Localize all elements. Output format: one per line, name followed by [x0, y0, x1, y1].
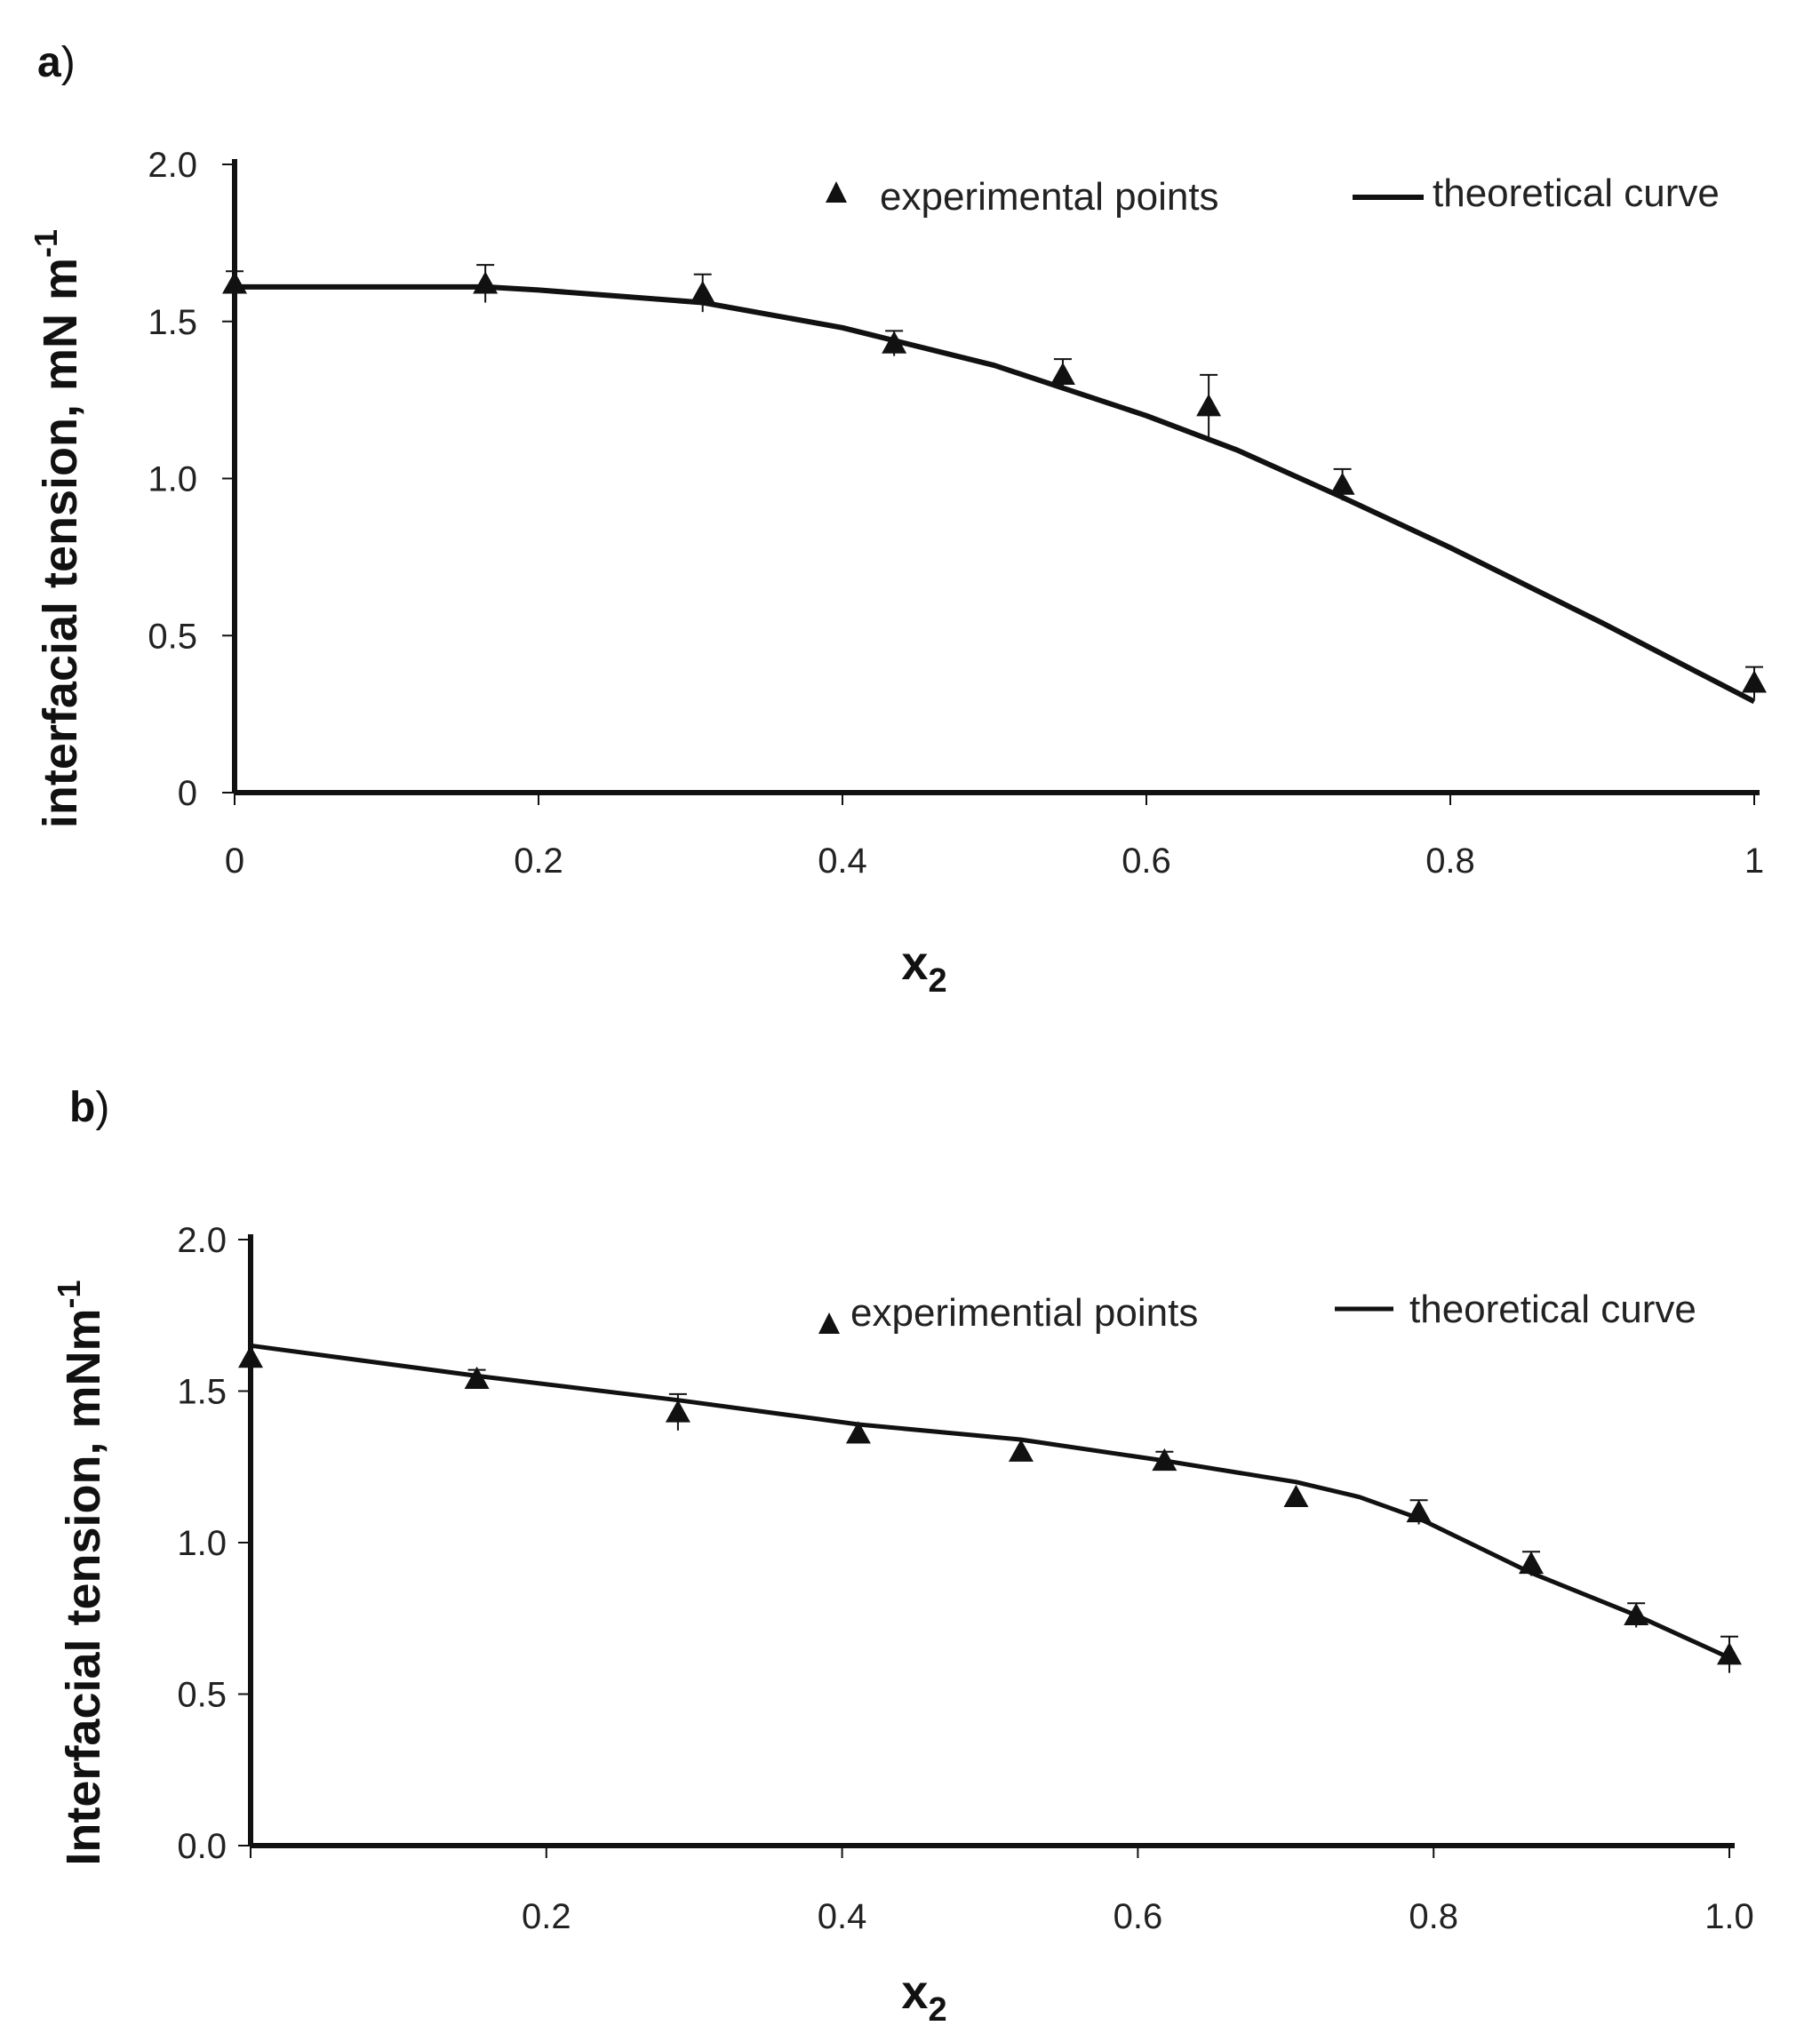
panel-b-triangle-marker: [1152, 1448, 1177, 1472]
panel-a-xlabel-text: x: [901, 937, 928, 990]
panel-a-x-tick-label: 0.2: [514, 842, 563, 881]
panel-a-data-point: [690, 273, 715, 313]
panel-b-axes: [238, 1234, 1735, 1858]
panel-b-x-tick-label: 0.2: [522, 1897, 571, 1936]
panel-b-triangle-marker: [1624, 1602, 1649, 1626]
panel-a-triangle-marker: [222, 271, 247, 294]
panel-b-triangle-marker: [1717, 1642, 1742, 1665]
panel-a-data-point: [882, 330, 907, 356]
panel-b-paren: ): [95, 1084, 109, 1131]
panel-a-axes: [222, 159, 1760, 805]
panel-a-data-point: [1196, 373, 1222, 438]
panel-a-x-tick-label: 0: [225, 842, 244, 881]
panel-b-data-point: [1624, 1602, 1649, 1628]
panel-b-xlabel: x2: [901, 1966, 946, 2026]
panel-a-tick-labels: 0 0.5 1.0 1.5 2.0 0 0.2 0.4 0.6 0.8 1: [148, 146, 1764, 881]
panel-b-y-tick-label: 0.5: [177, 1676, 227, 1715]
panel-a-legend-marker-icon: [826, 181, 847, 203]
panel-b-ylabel-sup: -1: [51, 1280, 87, 1308]
panel-b-triangle-marker: [1283, 1484, 1309, 1508]
panel-a-x-tick-label: 0.4: [818, 842, 867, 881]
panel-a-triangle-marker: [473, 271, 499, 294]
panel-a-triangle-marker: [690, 280, 715, 304]
panel-b-xlabel-text: x: [901, 1966, 928, 2019]
panel-a-data-point: [1329, 467, 1355, 501]
panel-a-data-point: [222, 270, 247, 297]
panel-b-tick-labels: 0.0 0.5 1.0 1.5 2.0 0.2 0.4 0.6 0.8 1.0: [177, 1221, 1753, 1936]
panel-a-points-group: [222, 264, 1767, 698]
panel-b-triangle-marker: [1519, 1551, 1545, 1575]
panel-a: 0 0.5 1.0 1.5 2.0 0 0.2 0.4 0.6 0.8 1 a) interfaci…: [28, 39, 1767, 1000]
panel-a-x-tick-label: 0.8: [1425, 842, 1475, 881]
panel-b-triangle-marker: [1406, 1499, 1432, 1523]
panel-b-theoretical-curve: [250, 1343, 1731, 1660]
panel-a-letter: a: [37, 39, 61, 86]
panel-b-letter: b: [69, 1084, 95, 1131]
panel-b-triangle-marker: [238, 1344, 263, 1368]
panel-b-triangle-marker: [1008, 1439, 1034, 1462]
panel-a-triangle-marker: [882, 331, 907, 354]
panel-b-data-point: [665, 1392, 690, 1431]
panel-b-legend: experimential points theoretical curve: [818, 1288, 1696, 1335]
panel-a-triangle-marker: [1050, 362, 1075, 386]
panel-b-x-tick-label: 0.8: [1409, 1897, 1458, 1936]
panel-a-y-tick-label: 0.5: [148, 617, 197, 656]
panel-b-points-group: [238, 1344, 1742, 1673]
panel-b-xlabel-sub: 2: [928, 1991, 946, 2026]
panel-a-data-point: [473, 264, 499, 303]
panel-b-x-tick-label: 0.4: [818, 1897, 867, 1936]
panel-a-ylabel: interfacial tension, mN m-1: [28, 229, 87, 828]
panel-a-legend-curve-label: theoretical curve: [1433, 171, 1720, 215]
panel-a-y-tick-label: 0: [178, 774, 197, 813]
panel-b-data-point: [1406, 1499, 1432, 1525]
panel-a-data-point: [1742, 666, 1767, 698]
panel-b-x-tick-label: 1.0: [1704, 1897, 1754, 1936]
panel-b-legend-curve-label: theoretical curve: [1409, 1288, 1696, 1331]
panel-a-x-tick-label: 1: [1744, 842, 1764, 881]
panel-b-y-tick-label: 1.0: [177, 1524, 227, 1563]
panel-b-legend-marker-icon: [818, 1312, 840, 1334]
panel-b-x-tick-label: 0.6: [1114, 1897, 1163, 1936]
panel-a-xlabel-sub: 2: [928, 962, 946, 1000]
panel-a-ylabel-sup: -1: [28, 229, 64, 258]
panel-a-x-tick-label: 0.6: [1122, 842, 1171, 881]
panel-b-legend-points-label: experimential points: [850, 1291, 1198, 1335]
panel-b-label: b): [69, 1084, 109, 1131]
panel-b-curve-group: [250, 1343, 1731, 1660]
panel-b-data-point: [238, 1344, 263, 1368]
panel-a-y-tick-label: 2.0: [148, 146, 197, 185]
panel-b-data-point: [1283, 1484, 1309, 1508]
panel-a-data-point: [1050, 358, 1075, 391]
panel-a-label: a): [37, 39, 76, 86]
panel-b-triangle-marker: [464, 1366, 490, 1390]
panel-b-data-point: [464, 1366, 490, 1390]
panel-a-legend: experimental points theoretical curve: [826, 171, 1720, 219]
panel-b-y-tick-label: 1.5: [177, 1373, 227, 1412]
panel-b-y-tick-label: 2.0: [177, 1221, 227, 1260]
panel-b-triangle-marker: [665, 1400, 690, 1423]
panel-b: 0.0 0.5 1.0 1.5 2.0 0.2 0.4 0.6 0.8 1.0 b) Interf…: [51, 1084, 1754, 2026]
panel-b-triangle-marker: [845, 1421, 871, 1444]
panel-b-data-point: [1008, 1439, 1034, 1462]
panel-a-paren: ): [61, 39, 76, 86]
panel-b-ylabel-text: Interfacial tension, mNm: [57, 1308, 110, 1865]
panel-b-y-tick-label: 0.0: [177, 1827, 227, 1866]
panel-a-theoretical-curve: [235, 283, 1756, 705]
panel-a-curve-group: [235, 283, 1756, 705]
panel-a-y-tick-label: 1.0: [148, 460, 197, 499]
panel-a-legend-points-label: experimental points: [880, 175, 1219, 219]
panel-b-ylabel: Interfacial tension, mNm-1: [51, 1280, 110, 1865]
panel-b-data-point: [1152, 1448, 1177, 1472]
panel-a-ylabel-text: interfacial tension, mN m: [34, 258, 87, 828]
panel-a-y-tick-label: 1.5: [148, 303, 197, 342]
panel-a-xlabel: x2: [901, 937, 946, 1000]
panel-a-triangle-marker: [1196, 394, 1222, 417]
panel-b-data-point: [1717, 1635, 1742, 1673]
panel-b-data-point: [845, 1421, 871, 1444]
panel-b-data-point: [1519, 1551, 1545, 1576]
panel-a-triangle-marker: [1742, 670, 1767, 693]
panel-a-triangle-marker: [1329, 472, 1355, 495]
